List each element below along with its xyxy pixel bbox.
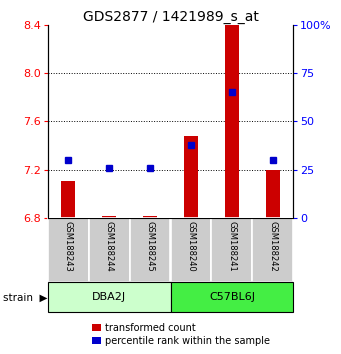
Bar	[266, 170, 280, 218]
Bar	[170, 218, 211, 282]
Text: C57BL6J: C57BL6J	[209, 292, 255, 302]
Legend: transformed count, percentile rank within the sample: transformed count, percentile rank withi…	[92, 323, 269, 346]
Bar	[102, 216, 116, 218]
Bar	[225, 25, 239, 218]
Bar	[130, 218, 170, 282]
Text: GSM188243: GSM188243	[64, 221, 73, 272]
Bar	[61, 181, 75, 218]
Bar	[143, 216, 157, 218]
Bar	[252, 218, 293, 282]
Bar	[211, 218, 252, 282]
Bar	[48, 282, 170, 312]
Text: GSM188242: GSM188242	[268, 221, 277, 272]
Text: GSM188240: GSM188240	[187, 221, 195, 272]
Title: GDS2877 / 1421989_s_at: GDS2877 / 1421989_s_at	[83, 10, 258, 24]
Bar	[89, 218, 130, 282]
Text: GSM188245: GSM188245	[146, 221, 154, 272]
Bar	[170, 282, 293, 312]
Bar	[48, 218, 89, 282]
Text: DBA2J: DBA2J	[92, 292, 126, 302]
Bar	[184, 136, 198, 218]
Text: strain  ▶: strain ▶	[3, 292, 48, 302]
Text: GSM188241: GSM188241	[227, 221, 236, 272]
Text: GSM188244: GSM188244	[105, 221, 114, 272]
